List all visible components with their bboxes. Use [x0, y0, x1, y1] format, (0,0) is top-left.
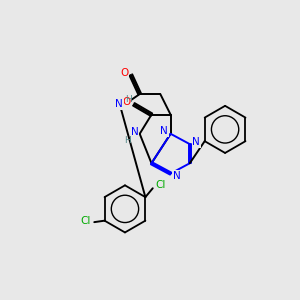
Text: N: N — [115, 99, 123, 110]
Text: N: N — [192, 137, 200, 147]
Text: N: N — [173, 171, 181, 181]
Text: N: N — [130, 127, 138, 137]
Text: O: O — [120, 68, 128, 78]
Text: H: H — [125, 94, 132, 103]
Text: Cl: Cl — [156, 180, 166, 190]
Text: O: O — [122, 97, 130, 107]
Text: H: H — [124, 136, 131, 145]
Text: Cl: Cl — [81, 216, 91, 226]
Text: N: N — [160, 126, 168, 136]
